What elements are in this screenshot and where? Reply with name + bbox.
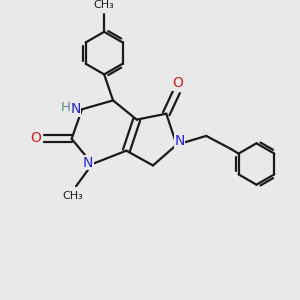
- Text: H: H: [61, 101, 71, 114]
- Text: N: N: [83, 155, 93, 170]
- Text: N: N: [174, 134, 185, 148]
- Text: N: N: [70, 102, 81, 116]
- Text: O: O: [30, 131, 41, 145]
- Text: O: O: [173, 76, 184, 90]
- Text: CH₃: CH₃: [63, 190, 83, 201]
- Text: CH₃: CH₃: [94, 0, 115, 10]
